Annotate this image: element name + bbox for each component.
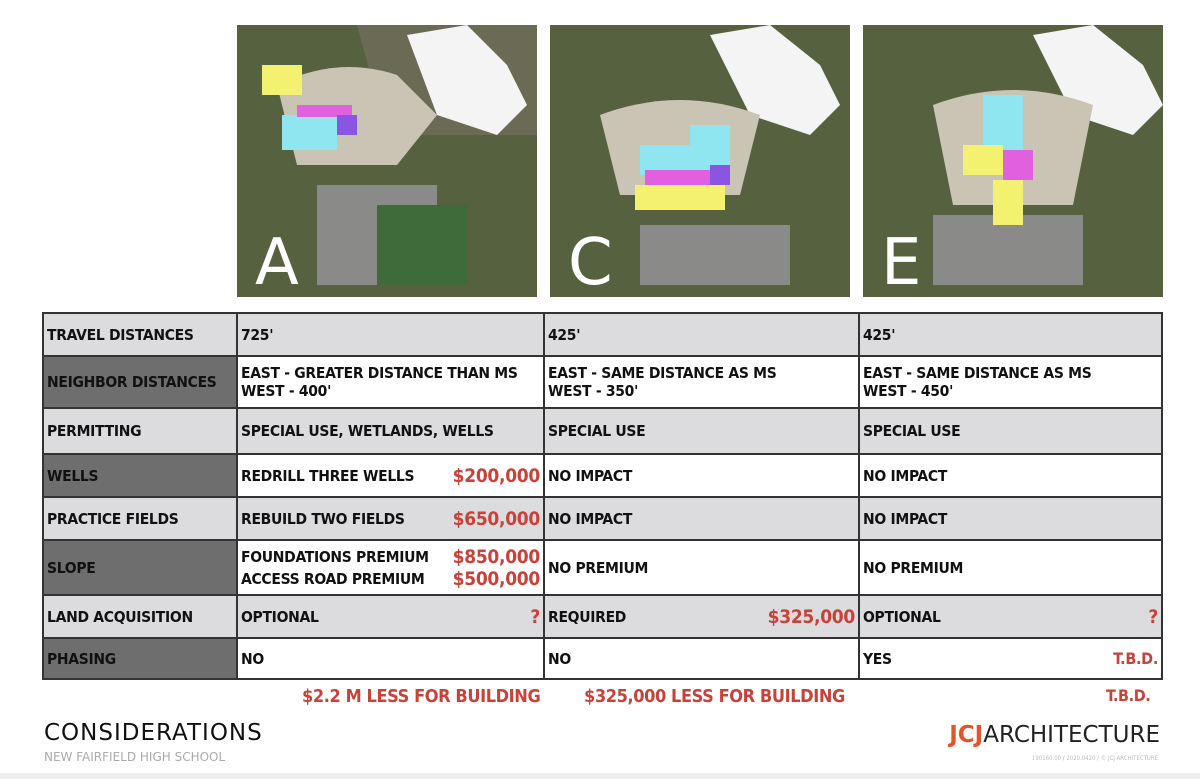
row-label: SLOPE [42, 539, 238, 596]
cell-e: NO IMPACT [858, 453, 1163, 498]
bottom-bar [0, 773, 1200, 779]
total-c: $325,000 LESS FOR BUILDING [584, 686, 845, 707]
cell-c: NO IMPACT [543, 496, 860, 541]
cell-a: FOUNDATIONS PREMIUM $850,000 ACCESS ROAD … [236, 539, 545, 596]
cell-e: EAST - SAME DISTANCE AS MS WEST - 450' [858, 355, 1163, 409]
cell-c: REQUIRED $325,000 [543, 594, 860, 639]
cell-text: REQUIRED [548, 607, 627, 626]
table-row: NEIGHBOR DISTANCES EAST - GREATER DISTAN… [42, 355, 1163, 409]
cell-text: YES [863, 649, 892, 668]
table-row: PERMITTING SPECIAL USE, WETLANDS, WELLS … [42, 407, 1163, 455]
row-label: TRAVEL DISTANCES [42, 312, 238, 357]
cell-e: OPTIONAL? [858, 594, 1163, 639]
cell-line: EAST - GREATER DISTANCE THAN MS [241, 364, 518, 382]
cost: T.B.D. [1113, 649, 1158, 668]
table-row: LAND ACQUISITION OPTIONAL? REQUIRED $325,… [42, 594, 1163, 639]
row-label: PRACTICE FIELDS [42, 496, 238, 541]
cell-a: EAST - GREATER DISTANCE THAN MS WEST - 40… [236, 355, 545, 409]
cell-a: NO [236, 637, 545, 680]
cost: ? [1148, 605, 1158, 628]
table-row: TRAVEL DISTANCES 725' 425' 425' [42, 312, 1163, 357]
cell-c: NO PREMIUM [543, 539, 860, 596]
cost: $200,000 [452, 464, 541, 487]
fine-print: 190160.00 / 2020.0420 / © JCJ ARCHITECTU… [1031, 755, 1158, 762]
row-label: PERMITTING [42, 407, 238, 455]
cell-text: ACCESS ROAD PREMIUM [241, 569, 425, 588]
slide-subtitle: NEW FAIRFIELD HIGH SCHOOL [44, 750, 226, 764]
total-e: T.B.D. [1106, 686, 1151, 705]
row-label: PHASING [42, 637, 238, 680]
cell-line: EAST - SAME DISTANCE AS MS [863, 364, 1092, 382]
cell-c: NO IMPACT [543, 453, 860, 498]
cell-e: NO PREMIUM [858, 539, 1163, 596]
site-plan-c: C [550, 25, 850, 297]
plan-letter: E [881, 226, 922, 297]
cell-text: OPTIONAL [863, 607, 941, 626]
cell-line: WEST - 400' [241, 382, 332, 400]
table-row: WELLS REDRILL THREE WELLS $200,000 NO IMP… [42, 453, 1163, 498]
considerations-table: TRAVEL DISTANCES 725' 425' 425' NEIGHBOR… [42, 312, 1163, 680]
row-label: LAND ACQUISITION [42, 594, 238, 639]
plan-letter: A [255, 226, 299, 297]
cost: $500,000 [452, 567, 541, 590]
site-plan-a: A [237, 25, 537, 297]
cell-a: REBUILD TWO FIELDS $650,000 [236, 496, 545, 541]
site-plan-e: E [863, 25, 1163, 297]
total-a: $2.2 M LESS FOR BUILDING [302, 686, 541, 707]
table-row: PRACTICE FIELDS REBUILD TWO FIELDS $650,0… [42, 496, 1163, 541]
cell-line: EAST - SAME DISTANCE AS MS [548, 364, 777, 382]
logo-bold: JCJ [949, 722, 984, 748]
cell-a: 725' [236, 312, 545, 357]
cost: $325,000 [767, 605, 856, 628]
cell-e: NO IMPACT [858, 496, 1163, 541]
cell-text: REBUILD TWO FIELDS [241, 509, 405, 528]
cell-a: REDRILL THREE WELLS $200,000 [236, 453, 545, 498]
cell-a: OPTIONAL? [236, 594, 545, 639]
cell-a: SPECIAL USE, WETLANDS, WELLS [236, 407, 545, 455]
logo-rest: ARCHITECTURE [983, 722, 1160, 748]
cell-c: SPECIAL USE [543, 407, 860, 455]
cost: $850,000 [452, 545, 541, 568]
cell-text: OPTIONAL [241, 607, 319, 626]
cell-c: EAST - SAME DISTANCE AS MS WEST - 350' [543, 355, 860, 409]
cell-line: WEST - 450' [863, 382, 954, 400]
table-row: PHASING NO NO YES T.B.D. [42, 637, 1163, 680]
jcj-logo: JCJARCHITECTURE [949, 722, 1160, 748]
cell-e: YES T.B.D. [858, 637, 1163, 680]
cost: $650,000 [452, 507, 541, 530]
row-label: NEIGHBOR DISTANCES [42, 355, 238, 409]
cell-text: REDRILL THREE WELLS [241, 466, 415, 485]
cell-c: 425' [543, 312, 860, 357]
cell-text: FOUNDATIONS PREMIUM [241, 547, 429, 566]
slide-title: CONSIDERATIONS [44, 720, 263, 746]
plan-letter: C [568, 226, 613, 297]
table-row: SLOPE FOUNDATIONS PREMIUM $850,000 ACCESS… [42, 539, 1163, 596]
cell-e: 425' [858, 312, 1163, 357]
cost: ? [530, 605, 540, 628]
row-label: WELLS [42, 453, 238, 498]
cell-c: NO [543, 637, 860, 680]
cell-line: WEST - 350' [548, 382, 639, 400]
cell-e: SPECIAL USE [858, 407, 1163, 455]
